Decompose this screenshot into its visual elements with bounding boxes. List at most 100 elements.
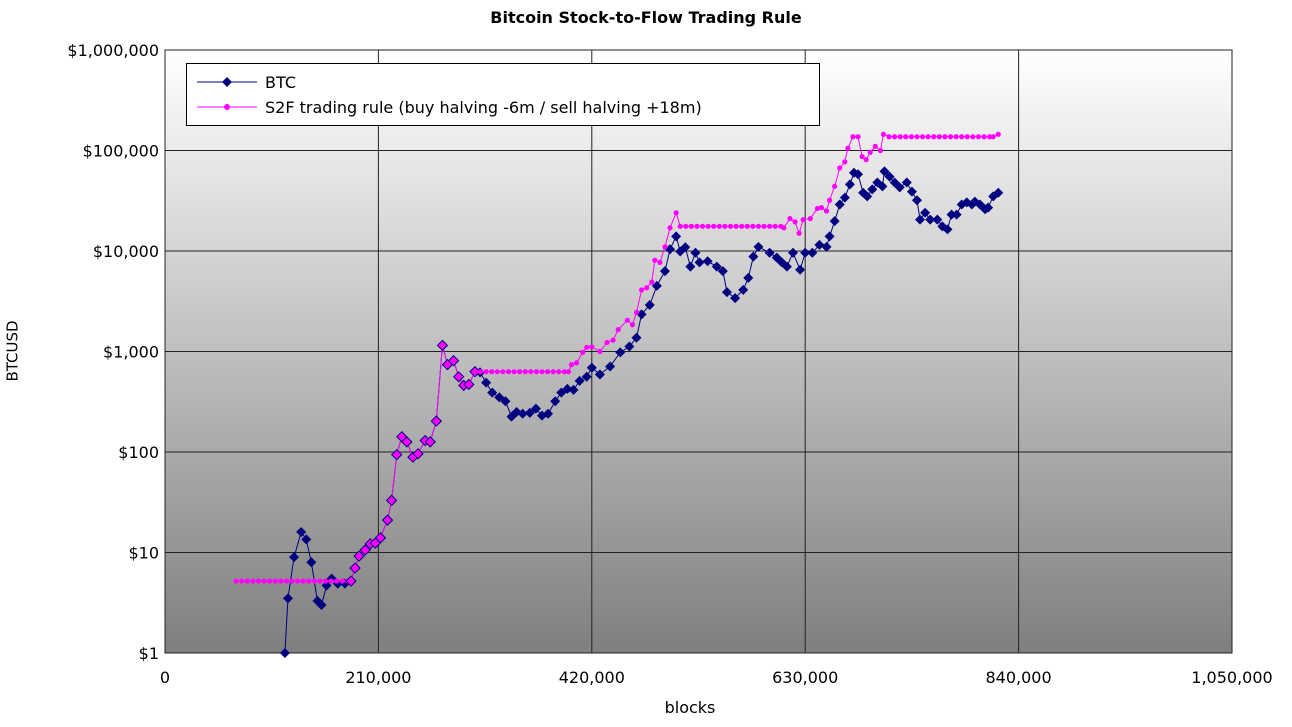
data-point	[845, 145, 851, 151]
data-point	[987, 134, 993, 140]
data-point	[788, 247, 799, 258]
data-point	[946, 209, 957, 220]
data-point	[500, 396, 511, 407]
data-point	[550, 396, 561, 407]
data-point	[867, 149, 873, 155]
data-point	[738, 284, 749, 295]
data-point	[652, 257, 658, 263]
data-point	[644, 300, 655, 311]
data-point	[381, 514, 394, 526]
data-point	[424, 436, 436, 448]
data-point	[787, 216, 793, 222]
data-point	[244, 578, 250, 584]
data-point	[584, 344, 590, 350]
data-point	[730, 293, 741, 304]
data-point	[517, 408, 528, 419]
x-tick-label: 0	[160, 668, 170, 687]
data-point	[505, 369, 512, 375]
data-point	[901, 177, 912, 188]
y-tick-label: $1	[139, 644, 159, 663]
data-point	[586, 362, 597, 373]
y-tick-label: $100,000	[83, 142, 159, 161]
data-point	[914, 134, 920, 140]
data-point	[267, 578, 273, 584]
data-point	[436, 339, 449, 352]
data-point	[925, 214, 936, 225]
data-point	[317, 578, 323, 584]
data-point	[255, 578, 262, 584]
data-point	[233, 578, 239, 584]
data-point	[981, 134, 987, 140]
data-point	[711, 223, 717, 229]
data-point	[903, 134, 909, 140]
legend-btc-diamond-icon	[197, 77, 257, 87]
data-point	[430, 415, 443, 427]
data-point	[573, 360, 580, 366]
data-point	[761, 223, 767, 229]
data-point	[906, 186, 917, 197]
data-point	[282, 593, 293, 604]
data-point	[826, 197, 833, 203]
data-point	[659, 266, 670, 277]
data-point	[750, 223, 756, 229]
legend-label-btc: BTC	[265, 72, 296, 92]
data-point	[565, 369, 572, 375]
data-point	[605, 361, 616, 372]
data-point	[289, 578, 295, 584]
data-point	[694, 223, 700, 229]
data-point	[624, 317, 630, 323]
data-point	[717, 266, 728, 277]
data-point	[568, 384, 579, 395]
data-point	[796, 230, 802, 236]
data-point	[886, 134, 892, 140]
y-tick-label: $100	[118, 443, 159, 462]
data-point	[680, 242, 691, 253]
data-point	[702, 256, 713, 267]
data-point	[970, 134, 976, 140]
data-point	[528, 369, 534, 375]
data-point	[615, 347, 626, 358]
data-point	[781, 261, 792, 272]
data-point	[638, 287, 645, 293]
data-point	[561, 369, 567, 375]
data-point	[452, 371, 465, 383]
data-point	[915, 214, 926, 225]
data-point	[359, 544, 371, 556]
data-point	[385, 494, 398, 507]
series-s2f	[233, 131, 1001, 587]
data-point	[481, 377, 492, 388]
data-point	[374, 532, 387, 544]
data-point	[494, 392, 505, 403]
data-point	[543, 408, 554, 419]
data-point	[919, 134, 926, 140]
data-point	[855, 134, 861, 140]
data-point	[300, 578, 306, 584]
data-point	[633, 309, 640, 315]
data-point	[733, 223, 739, 229]
data-point	[964, 134, 970, 140]
data-point	[880, 131, 887, 137]
data-point	[795, 264, 806, 275]
data-point	[636, 309, 647, 320]
data-point	[748, 251, 759, 262]
data-point	[574, 375, 585, 386]
data-point	[959, 134, 965, 140]
data-point	[339, 578, 345, 584]
x-tick-label: 210,000	[345, 668, 411, 687]
y-tick-label: $1,000	[103, 343, 159, 362]
data-point	[879, 166, 890, 177]
data-point	[412, 448, 424, 460]
data-point	[911, 195, 922, 206]
data-point	[469, 365, 481, 378]
data-point	[544, 369, 551, 375]
data-point	[908, 134, 914, 140]
data-point	[837, 165, 843, 171]
data-point	[739, 223, 745, 229]
data-point	[690, 247, 701, 258]
data-point	[594, 369, 605, 380]
data-point	[657, 259, 663, 266]
data-point	[295, 578, 301, 584]
data-point	[610, 337, 616, 343]
data-point	[489, 369, 495, 375]
y-tick-label: $10,000	[93, 242, 159, 261]
